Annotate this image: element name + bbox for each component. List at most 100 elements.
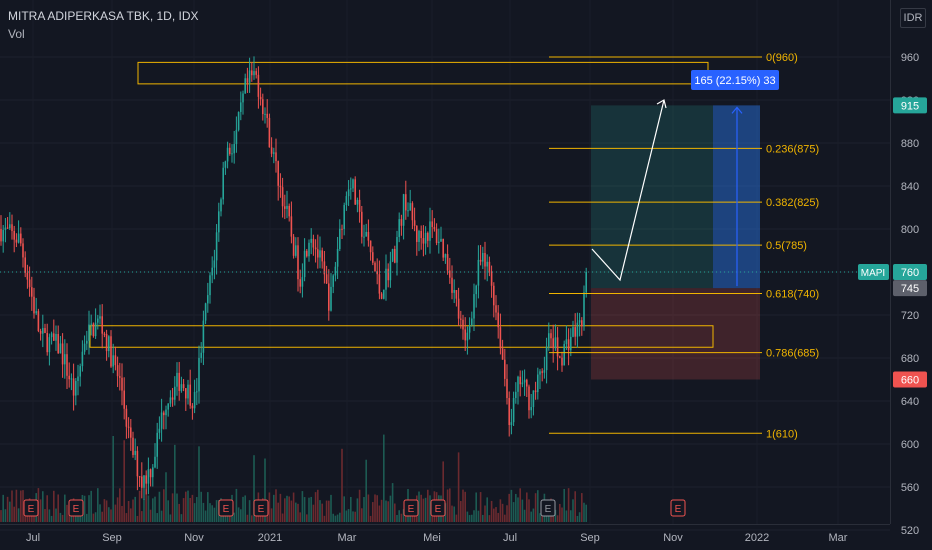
volume-bar: [209, 503, 211, 522]
projection-arrowhead: [656, 99, 667, 109]
price-axis[interactable]: 960920880840800760720680640600560520915M…: [858, 0, 932, 550]
volume-bar: [108, 507, 110, 522]
candle-body: [402, 194, 405, 226]
candle-body: [347, 189, 350, 197]
volume-bar: [347, 509, 350, 522]
symbol-tag-bg: [858, 264, 889, 280]
candle-body: [6, 227, 9, 229]
volume-bar: [13, 506, 15, 522]
candle-body: [453, 289, 455, 293]
earnings-marker-label: E: [545, 504, 552, 515]
candle-body: [301, 277, 304, 287]
candle-body: [345, 196, 348, 206]
volume-bar: [11, 490, 13, 522]
candle-body: [22, 243, 24, 258]
volume-bar: [4, 509, 7, 522]
candle-body: [570, 336, 572, 351]
candle-body: [361, 211, 363, 237]
volume-bar: [365, 459, 367, 522]
candle-body: [464, 329, 466, 341]
earnings-marker-label: E: [258, 504, 265, 515]
volume-bar: [383, 434, 385, 522]
candle-body: [20, 233, 22, 244]
volume-bar: [295, 502, 297, 522]
candle-body: [176, 372, 178, 387]
candle-body: [165, 409, 167, 416]
volume-bar: [66, 504, 68, 522]
candle-body: [202, 320, 205, 353]
fibonacci[interactable]: 0(960) 0.236(875) 0.382(825) 0.5(785) 0.618(…: [549, 52, 819, 440]
volume-bar: [163, 489, 165, 522]
candle-body: [57, 334, 59, 354]
candle-body: [583, 292, 585, 327]
candle-body: [475, 285, 477, 295]
volume-bar: [290, 500, 293, 522]
candle-body: [251, 70, 253, 76]
volume-bar: [563, 488, 565, 522]
candle-body: [105, 333, 108, 352]
candle-body: [561, 357, 563, 366]
candle-body: [237, 111, 240, 130]
candle-body: [275, 152, 277, 162]
drawings[interactable]: 165 (22.15%) 33: [0, 70, 890, 287]
candle-body: [182, 384, 185, 389]
volume-bar: [130, 508, 132, 522]
candle-body: [411, 203, 414, 221]
candle-body: [559, 356, 561, 358]
volume-bar: [336, 514, 339, 522]
volume-bar: [61, 514, 64, 522]
price-tag: 660: [901, 375, 919, 387]
candle-body: [541, 371, 543, 373]
candle-body: [110, 336, 112, 367]
volume-bar: [385, 500, 387, 522]
volume-bar: [116, 497, 119, 522]
candle-body: [83, 343, 86, 352]
volume-bar: [277, 502, 279, 522]
candle-body: [479, 259, 482, 262]
candle-body: [303, 250, 306, 278]
volume-bar: [160, 510, 163, 522]
candle-body: [451, 277, 453, 293]
earnings-marker-label: E: [28, 504, 35, 515]
candle-body: [218, 211, 220, 233]
candle-body: [154, 456, 156, 468]
price-tick-label: 680: [901, 353, 919, 365]
candle-body: [332, 275, 334, 287]
earnings-marker: [23, 499, 39, 517]
candle-body: [90, 323, 92, 325]
volume-bar: [343, 496, 345, 522]
time-tick-label: Nov: [184, 532, 204, 544]
candle-body: [543, 370, 546, 373]
volume-bar: [251, 515, 253, 522]
candle-body: [339, 228, 341, 250]
candle-body: [383, 289, 385, 299]
volume-bar: [204, 510, 207, 522]
candle-body: [273, 152, 275, 154]
volume-bar: [101, 511, 103, 522]
volume-bar: [367, 494, 370, 522]
candle-body: [396, 237, 398, 263]
currency-button[interactable]: IDR: [900, 8, 926, 28]
volume-bar: [176, 493, 178, 522]
candle-body: [427, 232, 429, 241]
candle-body: [262, 99, 264, 115]
volume-bar: [570, 510, 572, 522]
volume-bar: [493, 508, 495, 522]
volume-bar: [528, 499, 530, 522]
volume-bar: [226, 513, 229, 522]
time-tick-label: Mar: [829, 532, 848, 544]
time-axis[interactable]: Jul Sep Nov 2021 Mar Mei Jul Sep Nov 2022 Mar: [0, 524, 890, 545]
volume-bar: [574, 491, 576, 522]
candle-body: [185, 388, 187, 399]
volume-bar: [92, 513, 95, 522]
candle-body: [367, 231, 370, 241]
candle-body: [528, 386, 530, 411]
candle-body: [53, 333, 55, 341]
candle-body: [466, 332, 469, 341]
projection-path: [591, 99, 665, 282]
candle-body: [323, 261, 326, 275]
volume-label: Vol: [8, 27, 25, 41]
candles: [0, 56, 587, 501]
